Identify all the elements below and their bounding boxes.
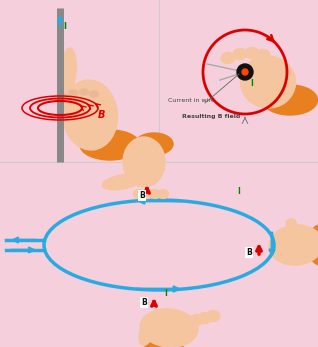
Ellipse shape <box>157 189 169 198</box>
Ellipse shape <box>290 224 300 232</box>
Ellipse shape <box>144 339 184 347</box>
Ellipse shape <box>142 189 153 198</box>
Ellipse shape <box>190 314 204 325</box>
Ellipse shape <box>269 225 318 265</box>
Ellipse shape <box>221 52 235 64</box>
Ellipse shape <box>77 88 91 100</box>
Ellipse shape <box>149 189 161 198</box>
Ellipse shape <box>139 319 155 345</box>
Ellipse shape <box>62 80 118 150</box>
Ellipse shape <box>233 49 247 60</box>
Text: B: B <box>98 110 105 120</box>
Text: Current in wire: Current in wire <box>168 98 215 103</box>
Ellipse shape <box>58 93 66 99</box>
Ellipse shape <box>80 89 88 95</box>
Ellipse shape <box>182 316 196 328</box>
Ellipse shape <box>66 90 80 101</box>
Ellipse shape <box>308 225 318 265</box>
Ellipse shape <box>298 234 308 242</box>
Text: B: B <box>141 298 147 307</box>
Ellipse shape <box>240 56 295 108</box>
Circle shape <box>242 69 248 75</box>
Text: B: B <box>246 248 252 257</box>
Ellipse shape <box>135 133 173 155</box>
Ellipse shape <box>198 313 212 323</box>
Text: Resulting B field: Resulting B field <box>182 114 240 119</box>
Ellipse shape <box>89 91 99 97</box>
Circle shape <box>237 64 253 80</box>
Ellipse shape <box>123 137 165 187</box>
Text: I: I <box>164 289 167 298</box>
Ellipse shape <box>245 48 259 59</box>
Ellipse shape <box>286 219 296 227</box>
Text: I: I <box>250 79 253 88</box>
Ellipse shape <box>206 311 220 322</box>
Ellipse shape <box>80 130 140 160</box>
Text: I: I <box>63 22 66 31</box>
Ellipse shape <box>294 229 304 237</box>
Ellipse shape <box>256 50 270 60</box>
Ellipse shape <box>60 48 76 96</box>
Ellipse shape <box>55 93 69 103</box>
Text: I: I <box>237 187 240 196</box>
Ellipse shape <box>262 85 317 115</box>
Ellipse shape <box>68 90 78 96</box>
Ellipse shape <box>140 309 198 347</box>
Ellipse shape <box>134 189 144 198</box>
Ellipse shape <box>87 91 101 102</box>
Ellipse shape <box>102 174 142 190</box>
Text: B: B <box>139 191 145 200</box>
